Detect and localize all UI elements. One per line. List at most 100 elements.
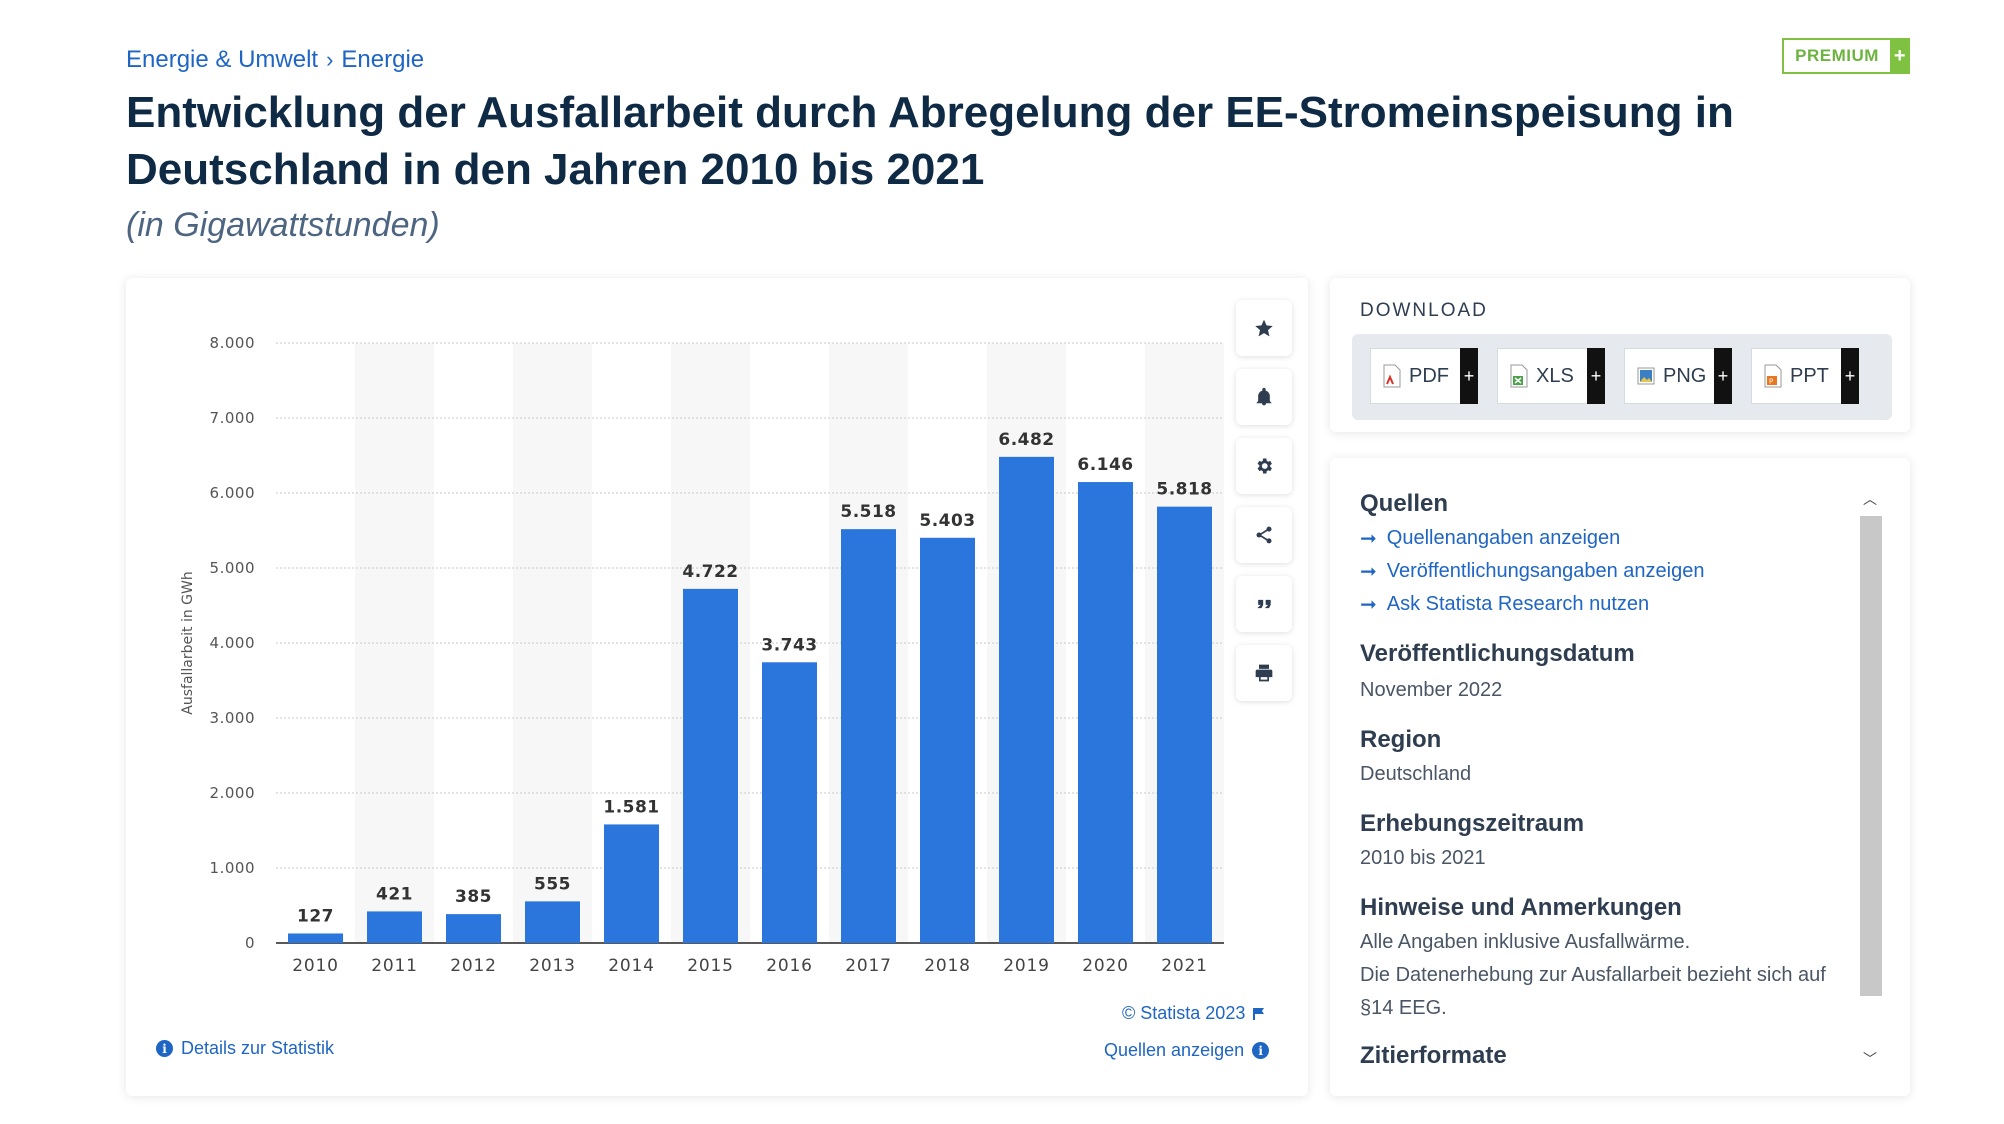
x-tick-label: 2019: [1003, 956, 1049, 976]
xls-file-icon: [1510, 364, 1528, 388]
download-pdf-label: PDF: [1409, 364, 1449, 387]
data-label: 127: [297, 906, 334, 926]
link-text: Ask Statista Research nutzen: [1386, 593, 1650, 615]
x-tick-label: 2012: [450, 956, 496, 976]
chart-toolbar: [1236, 300, 1292, 701]
print-icon: [1255, 664, 1273, 682]
cite-heading: Zitierformate: [1360, 1042, 1507, 1069]
x-tick-label: 2016: [766, 956, 812, 976]
download-xls-label: XLS: [1536, 364, 1574, 387]
data-label: 5.818: [1156, 480, 1212, 500]
download-pdf-button[interactable]: PDF +: [1370, 348, 1478, 404]
sources-heading: Quellen: [1360, 490, 1449, 517]
bar: [683, 588, 738, 943]
chevron-up-icon[interactable]: ︿: [1863, 491, 1877, 507]
info-scrollbar[interactable]: ︿ ﹀: [1858, 488, 1882, 1070]
arrow-right-icon: ➞: [1360, 561, 1377, 583]
chevron-down-icon[interactable]: ﹀: [1863, 1051, 1877, 1067]
y-tick-label: 2.000: [210, 784, 255, 802]
plus-icon: +: [1460, 348, 1478, 404]
print-button[interactable]: [1236, 645, 1292, 701]
bar-chart: 0 1.000 2.000 3.000 4.000 5.000 6.000 7.000 8.00…: [180, 334, 1224, 976]
arrow-right-icon: ➞: [1360, 528, 1377, 550]
x-tick-label: 2015: [687, 956, 733, 976]
gear-icon: [1257, 458, 1272, 474]
copyright-text: © Statista 2023: [1122, 1003, 1246, 1023]
download-ppt-label: PPT: [1790, 364, 1829, 387]
y-tick-label: 6.000: [210, 484, 255, 502]
bar: [999, 456, 1054, 943]
pub-date-value: November 2022: [1360, 679, 1503, 701]
pub-date-heading: Veröffentlichungsdatum: [1360, 640, 1635, 667]
breadcrumb-link-energie-umwelt[interactable]: Energie & Umwelt: [126, 46, 319, 73]
bar: [525, 901, 580, 943]
info-icon: i: [1252, 1042, 1270, 1059]
arrow-right-icon: ➞: [1360, 594, 1377, 616]
bar: [762, 662, 817, 943]
data-label: 421: [376, 884, 413, 904]
share-button[interactable]: [1236, 507, 1292, 563]
period-heading: Erhebungszeitraum: [1360, 810, 1585, 837]
cite-button[interactable]: [1236, 576, 1292, 632]
y-tick-label: 4.000: [210, 634, 255, 652]
x-tick-label: 2014: [608, 956, 654, 976]
bar: [604, 824, 659, 943]
scrollbar-thumb[interactable]: [1860, 516, 1882, 996]
sources-link-3[interactable]: ➞ Ask Statista Research nutzen: [1360, 592, 1649, 617]
x-tick-label: 2020: [1082, 956, 1128, 976]
svg-text:P: P: [1769, 378, 1773, 386]
details-link[interactable]: i Details zur Statistik: [156, 1038, 334, 1059]
bar: [1078, 482, 1133, 943]
data-label: 555: [534, 874, 571, 894]
bell-icon: [1256, 387, 1272, 406]
breadcrumb-link-energie[interactable]: Energie: [341, 46, 425, 73]
background-band: [355, 343, 434, 943]
plus-icon: +: [1841, 348, 1859, 404]
data-label: 3.743: [761, 635, 817, 655]
settings-button[interactable]: [1236, 438, 1292, 494]
sources-link-2[interactable]: ➞ Veröffentlichungsangaben anzeigen: [1360, 559, 1704, 584]
flag-icon: [1253, 1007, 1265, 1020]
copyright-link[interactable]: © Statista 2023: [1122, 1003, 1265, 1024]
download-png-label: PNG: [1663, 364, 1707, 387]
region-value: Deutschland: [1360, 763, 1472, 785]
region-heading: Region: [1360, 726, 1442, 753]
notes-heading: Hinweise und Anmerkungen: [1360, 894, 1682, 921]
link-text: Veröffentlichungsangaben anzeigen: [1386, 560, 1705, 582]
y-tick-label: 3.000: [210, 709, 255, 727]
download-png-button[interactable]: PNG +: [1624, 348, 1732, 404]
data-label: 4.722: [682, 562, 738, 582]
y-tick-label: 8.000: [210, 334, 255, 352]
sources-link-1[interactable]: ➞ Quellenangaben anzeigen: [1360, 526, 1620, 551]
info-card: [1330, 458, 1910, 1096]
y-tick-label: 1.000: [210, 859, 255, 877]
link-text: Quellenangaben anzeigen: [1386, 527, 1621, 549]
premium-badge[interactable]: PREMIUM +: [1782, 38, 1910, 74]
download-ppt-button[interactable]: P PPT +: [1751, 348, 1859, 404]
notification-button[interactable]: [1236, 369, 1292, 425]
data-label: 6.146: [1077, 455, 1133, 475]
breadcrumb: Energie & Umwelt › Energie: [126, 46, 424, 74]
plus-icon: +: [1587, 348, 1605, 404]
plus-icon: +: [1890, 38, 1910, 74]
y-tick-label: 5.000: [210, 559, 255, 577]
data-label: 1.581: [603, 797, 659, 817]
x-tick-label: 2017: [845, 956, 891, 976]
star-icon: [1255, 319, 1273, 337]
breadcrumb-separator: ›: [326, 47, 334, 72]
bar: [446, 914, 501, 943]
period-value: 2010 bis 2021: [1360, 847, 1486, 869]
info-panel: Quellen ➞ Quellenangaben anzeigen ➞ Veröff…: [1360, 490, 1860, 1070]
sources-link[interactable]: Quellen anzeigen i: [1104, 1040, 1270, 1061]
download-xls-button[interactable]: XLS +: [1497, 348, 1605, 404]
x-tick-label: 2011: [371, 956, 417, 976]
png-file-icon: [1637, 367, 1655, 385]
download-title: DOWNLOAD: [1360, 300, 1488, 321]
bar: [367, 911, 422, 943]
y-tick-label: 0: [245, 934, 255, 952]
bar: [841, 529, 896, 943]
data-label: 5.518: [840, 502, 896, 522]
x-tick-label: 2021: [1161, 956, 1207, 976]
favorite-button[interactable]: [1236, 300, 1292, 356]
x-tick-label: 2013: [529, 956, 575, 976]
